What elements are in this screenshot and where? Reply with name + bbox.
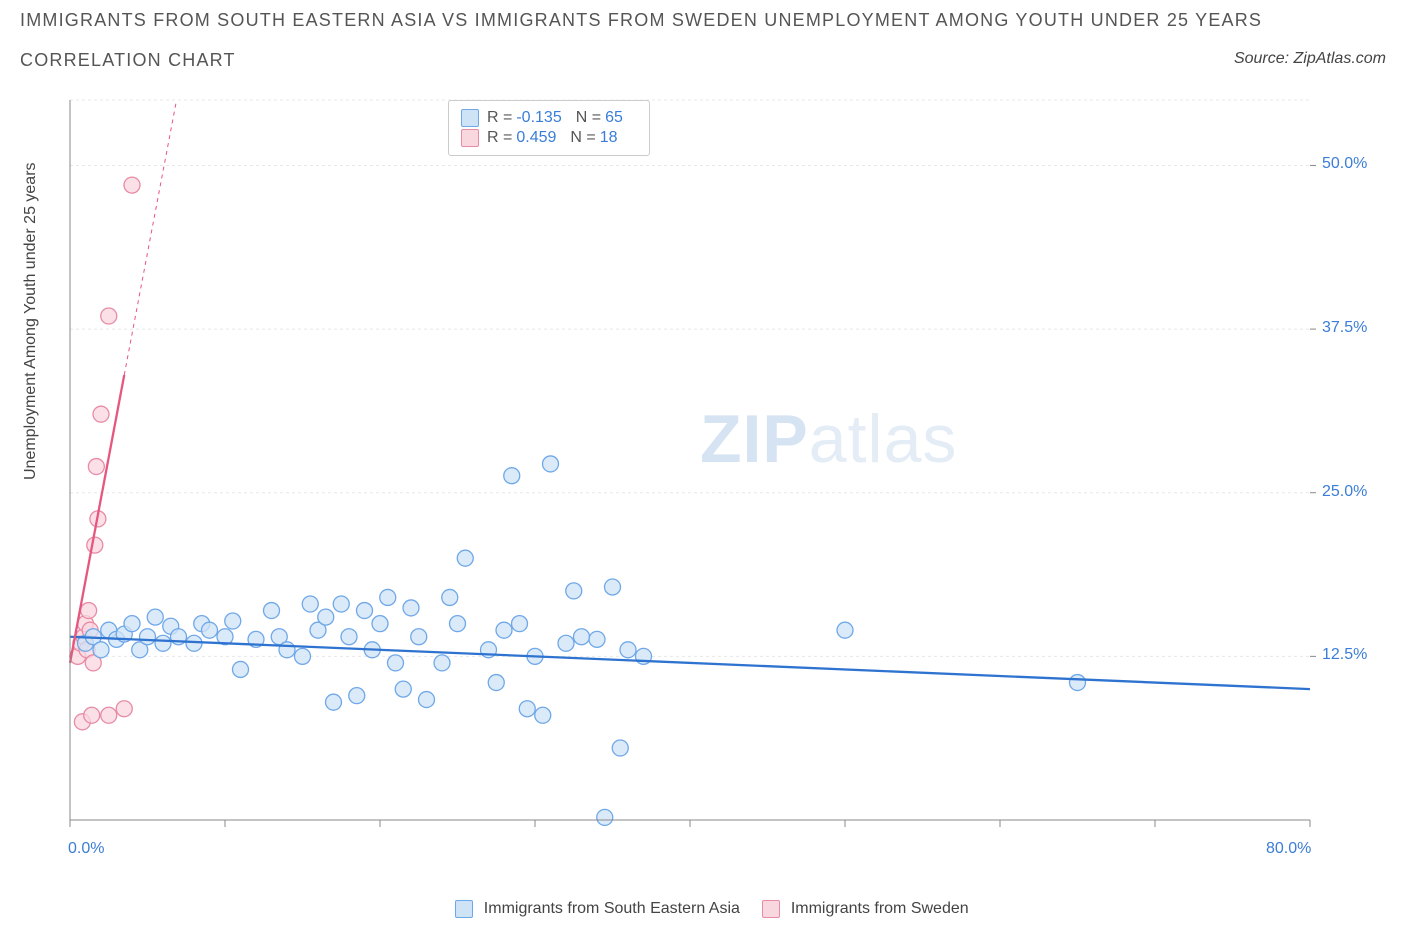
y-axis-label: Unemployment Among Youth under 25 years [22,162,40,480]
chart-area: 12.5% 25.0% 37.5% 50.0% 0.0% 80.0% [60,90,1380,870]
x-tick-label: 0.0% [68,840,104,858]
legend-swatch-series1 [455,900,473,918]
series2-r-value: 0.459 [516,129,556,147]
stat-n-label: N = [576,109,601,127]
stat-r-label: R = [487,129,512,147]
series1-n-value: 65 [605,109,623,127]
y-tick-label: 12.5% [1322,646,1367,664]
stat-n-label: N = [570,129,595,147]
scatter-chart-svg [60,90,1380,870]
chart-title-line1: IMMIGRANTS FROM SOUTH EASTERN ASIA VS IM… [20,10,1262,31]
stat-r-label: R = [487,109,512,127]
correlation-stats-box: R = -0.135 N = 65 R = 0.459 N = 18 [448,100,650,156]
y-tick-label: 37.5% [1322,319,1367,337]
legend-swatch-series2 [762,900,780,918]
series1-r-value: -0.135 [516,109,561,127]
stats-row-series1: R = -0.135 N = 65 [461,109,637,127]
bottom-legend: Immigrants from South Eastern Asia Immig… [0,900,1406,918]
chart-title-line2: CORRELATION CHART [20,50,236,71]
source-label: Source: ZipAtlas.com [1234,50,1386,68]
legend-label-series2: Immigrants from Sweden [791,900,969,917]
series2-swatch [461,129,479,147]
series1-swatch [461,109,479,127]
x-tick-label: 80.0% [1266,840,1311,858]
series2-n-value: 18 [600,129,618,147]
legend-label-series1: Immigrants from South Eastern Asia [484,900,740,917]
y-tick-label: 50.0% [1322,155,1367,173]
source-name: ZipAtlas.com [1294,50,1386,67]
stats-row-series2: R = 0.459 N = 18 [461,129,637,147]
source-prefix: Source: [1234,50,1294,67]
y-tick-label: 25.0% [1322,483,1367,501]
